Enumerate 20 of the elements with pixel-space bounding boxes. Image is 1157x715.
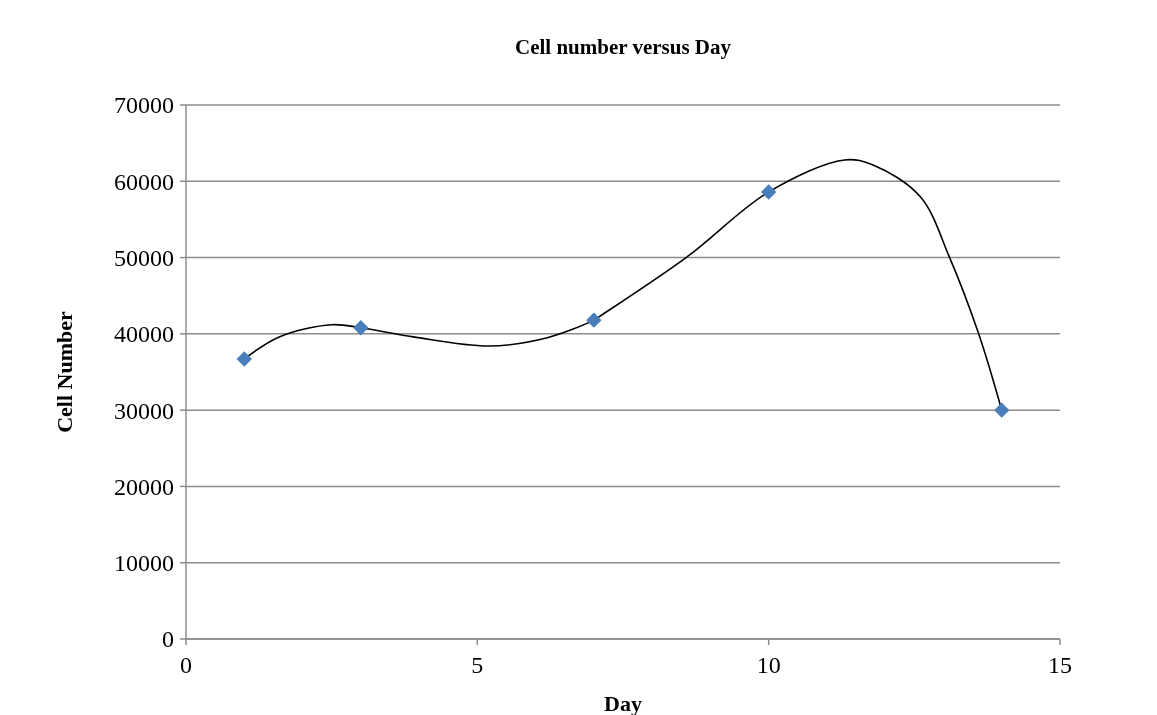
y-tick-label: 50000: [114, 244, 174, 271]
x-axis-title: Day: [604, 691, 642, 715]
point: [761, 184, 777, 200]
point: [994, 402, 1010, 418]
y-axis-title: Cell Number: [52, 310, 77, 433]
chart-title: Cell number versus Day: [514, 35, 732, 59]
y-tick-label: 40000: [114, 321, 174, 348]
y-tick-label: 10000: [114, 550, 174, 577]
y-tick-label: 60000: [114, 168, 174, 195]
y-tick-label: 0: [162, 626, 174, 653]
y-tick-label: 70000: [114, 92, 174, 119]
point: [353, 320, 369, 336]
y-tick-label: 30000: [114, 397, 174, 424]
x-tick-label: 5: [471, 652, 484, 678]
y-tick-label: 20000: [114, 473, 174, 500]
point: [236, 351, 252, 367]
point: [586, 312, 602, 328]
x-tick-label: 10: [756, 652, 781, 678]
x-tick-label: 15: [1048, 652, 1072, 678]
x-tick-label: 0: [180, 652, 192, 678]
